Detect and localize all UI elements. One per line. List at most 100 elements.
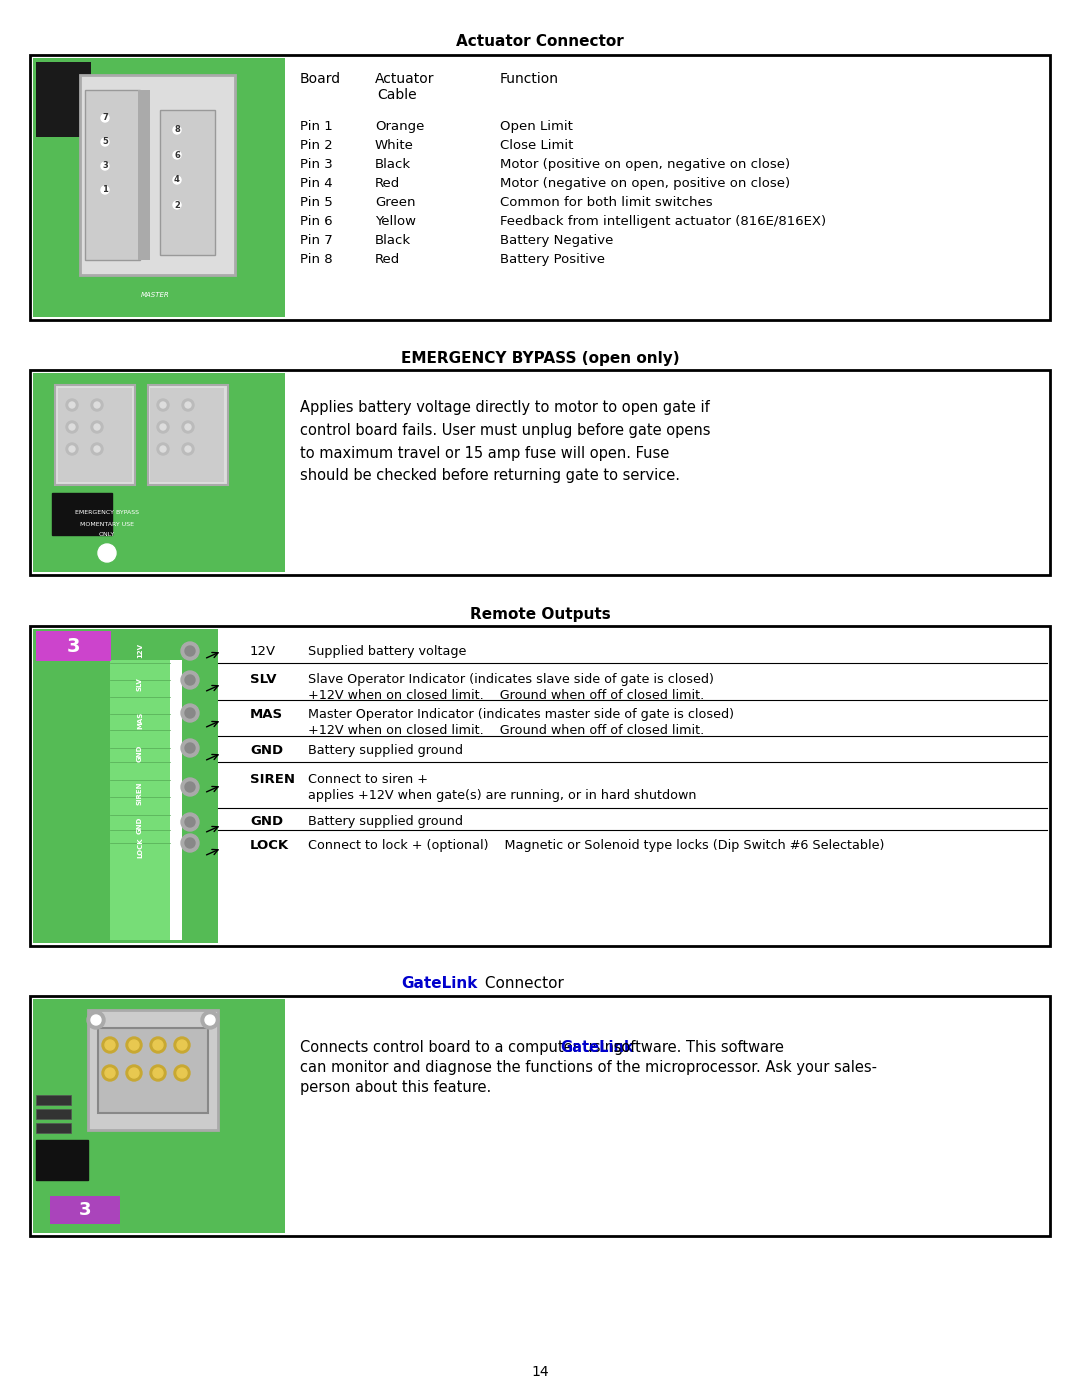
Text: Orange: Orange	[375, 120, 424, 133]
Text: Connects control board to a computer using: Connects control board to a computer usi…	[300, 1039, 627, 1055]
Text: Slave Operator Indicator (indicates slave side of gate is closed): Slave Operator Indicator (indicates slav…	[308, 673, 714, 686]
Text: LOCK: LOCK	[137, 838, 143, 858]
Circle shape	[177, 1039, 187, 1051]
Bar	[87, 1010, 218, 1130]
Text: Black: Black	[375, 158, 411, 170]
Circle shape	[66, 443, 78, 455]
Bar	[85, 89, 140, 260]
Text: 4: 4	[174, 176, 180, 184]
Circle shape	[185, 817, 195, 827]
Bar	[36, 1123, 71, 1133]
Circle shape	[173, 176, 181, 184]
Bar	[110, 659, 170, 940]
Text: GateLinksoftware.: GateLinksoftware.	[471, 977, 609, 992]
Text: 1: 1	[103, 186, 108, 194]
Text: White: White	[375, 138, 414, 152]
Circle shape	[94, 446, 100, 453]
Bar	[52, 493, 112, 535]
Text: Pin 7: Pin 7	[300, 235, 333, 247]
Circle shape	[102, 138, 109, 147]
Circle shape	[185, 402, 191, 408]
Bar	[36, 1095, 71, 1105]
Text: Actuator: Actuator	[375, 73, 434, 87]
Text: Battery Positive: Battery Positive	[500, 253, 605, 265]
Text: 6: 6	[174, 151, 180, 159]
Text: Yellow: Yellow	[375, 215, 416, 228]
Bar	[30, 54, 1050, 320]
Bar	[30, 996, 1050, 1236]
Circle shape	[173, 126, 181, 134]
Text: ONLY: ONLY	[99, 531, 116, 536]
Circle shape	[185, 743, 195, 753]
Text: Black: Black	[375, 235, 411, 247]
Circle shape	[87, 1011, 105, 1030]
Text: SIREN: SIREN	[137, 781, 143, 805]
Circle shape	[160, 402, 166, 408]
Circle shape	[98, 183, 112, 197]
Circle shape	[183, 420, 194, 433]
Text: 5: 5	[103, 137, 108, 147]
Bar	[98, 1028, 208, 1113]
Text: 3: 3	[67, 637, 80, 655]
Circle shape	[173, 201, 181, 210]
Circle shape	[183, 400, 194, 411]
Bar	[30, 370, 1050, 576]
Text: SLV: SLV	[137, 678, 143, 692]
Text: 8: 8	[174, 126, 180, 134]
Circle shape	[129, 1039, 139, 1051]
Circle shape	[91, 420, 103, 433]
Bar	[36, 631, 111, 661]
Text: Pin 6: Pin 6	[300, 215, 333, 228]
Circle shape	[174, 1037, 190, 1053]
Circle shape	[150, 1037, 166, 1053]
Circle shape	[170, 173, 184, 187]
Circle shape	[185, 425, 191, 430]
Bar	[33, 629, 218, 943]
Bar	[80, 75, 235, 275]
Text: +12V when on closed limit.    Ground when off of closed limit.: +12V when on closed limit. Ground when o…	[308, 724, 704, 738]
Text: 12V: 12V	[249, 645, 276, 658]
Circle shape	[170, 123, 184, 137]
Text: GND: GND	[137, 745, 143, 761]
Text: Feedback from intelligent actuator (816E/816EX): Feedback from intelligent actuator (816E…	[500, 215, 826, 228]
Text: MAS: MAS	[137, 711, 143, 729]
Circle shape	[98, 159, 112, 173]
Circle shape	[153, 1067, 163, 1078]
Text: Connect to siren +: Connect to siren +	[308, 773, 428, 787]
Circle shape	[98, 136, 112, 149]
Circle shape	[181, 813, 199, 831]
Circle shape	[181, 671, 199, 689]
Bar	[36, 1109, 71, 1119]
Text: applies +12V when gate(s) are running, or in hard shutdown: applies +12V when gate(s) are running, o…	[308, 789, 697, 802]
Text: GateLink: GateLink	[561, 1039, 634, 1055]
Text: SIREN: SIREN	[249, 773, 295, 787]
Text: GND: GND	[249, 814, 283, 828]
Text: Battery supplied ground: Battery supplied ground	[308, 814, 463, 828]
Circle shape	[105, 1067, 114, 1078]
Circle shape	[150, 1065, 166, 1081]
Circle shape	[105, 1039, 114, 1051]
Text: Supplied battery voltage: Supplied battery voltage	[308, 645, 467, 658]
Text: 3: 3	[79, 1201, 91, 1220]
Bar	[36, 1140, 87, 1180]
Text: Open Limit: Open Limit	[500, 120, 572, 133]
Circle shape	[185, 675, 195, 685]
Text: 14: 14	[531, 1365, 549, 1379]
Text: Connect to lock + (optional)    Magnetic or Solenoid type locks (Dip Switch #6 S: Connect to lock + (optional) Magnetic or…	[308, 840, 885, 852]
Text: software. This software: software. This software	[608, 1039, 783, 1055]
Circle shape	[181, 778, 199, 796]
Text: Red: Red	[375, 253, 401, 265]
Text: EMERGENCY BYPASS: EMERGENCY BYPASS	[75, 510, 139, 514]
Circle shape	[183, 443, 194, 455]
Circle shape	[181, 834, 199, 852]
Text: Green: Green	[375, 196, 416, 210]
Text: Battery supplied ground: Battery supplied ground	[308, 745, 463, 757]
Text: Master Operator Indicator (indicates master side of gate is closed): Master Operator Indicator (indicates mas…	[308, 708, 734, 721]
Circle shape	[170, 198, 184, 212]
Text: Pin 2: Pin 2	[300, 138, 333, 152]
Circle shape	[98, 110, 112, 124]
Text: Pin 5: Pin 5	[300, 196, 333, 210]
Text: Pin 4: Pin 4	[300, 177, 333, 190]
Circle shape	[94, 425, 100, 430]
Circle shape	[157, 420, 168, 433]
